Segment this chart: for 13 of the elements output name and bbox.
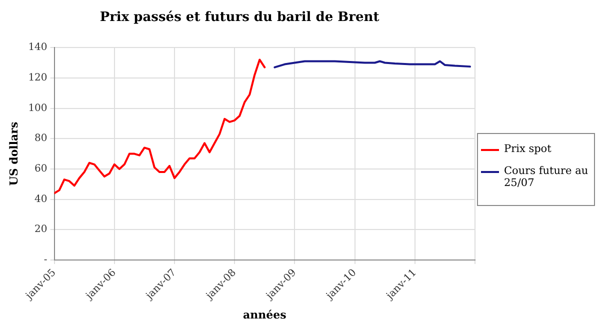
y-tick-label: 80 (34, 133, 48, 144)
y-tick-label: - (44, 254, 48, 266)
legend-label: Prix spot (504, 143, 552, 155)
legend-label: Cours future au 25/07 (504, 165, 590, 189)
y-tick-label: 100 (28, 102, 48, 114)
y-tick-label: 20 (34, 224, 48, 236)
x-axis-title: années (242, 308, 286, 322)
y-axis-title: US dollars (7, 122, 20, 186)
y-tick-label: 120 (28, 72, 48, 84)
y-tick-label: 60 (34, 164, 48, 175)
y-tick-label: 140 (28, 42, 48, 54)
y-tick-label: 40 (34, 194, 48, 205)
chart-title: Prix passés et futurs du baril de Brent (100, 10, 380, 26)
